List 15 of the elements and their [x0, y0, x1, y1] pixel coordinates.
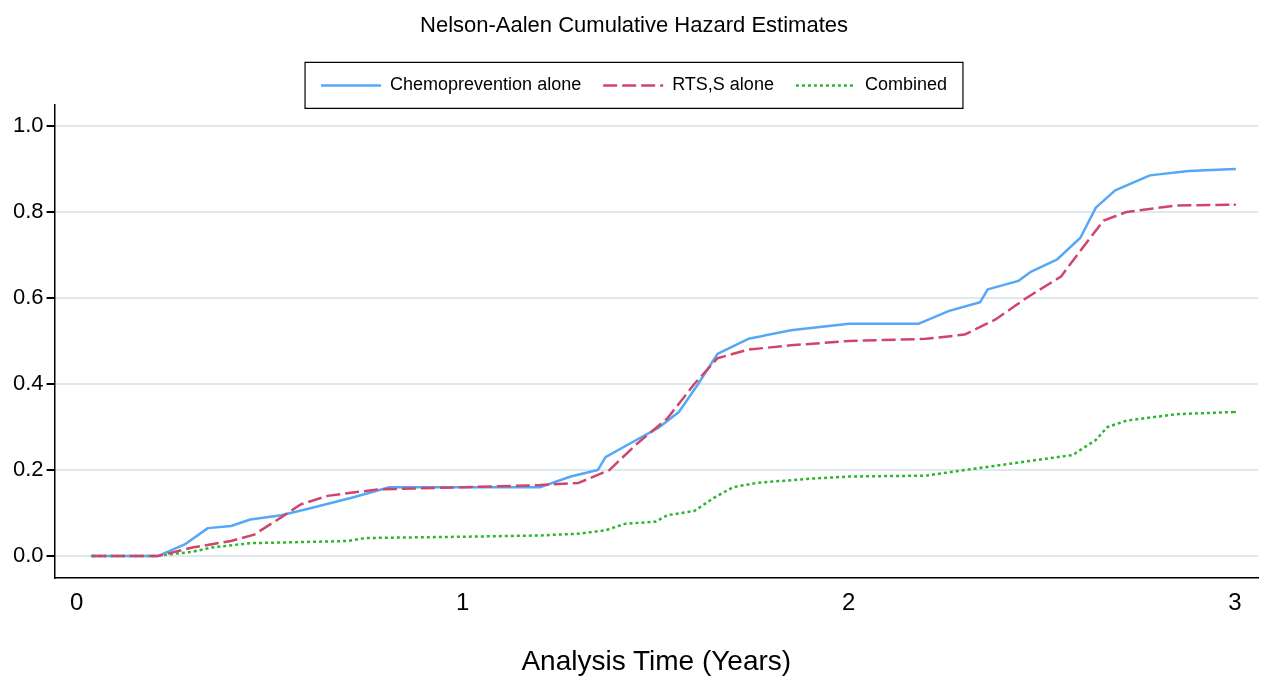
x-tick-label: 1	[455, 587, 470, 615]
y-tick-label: 0.8	[12, 198, 44, 224]
legend-label: RTS,S alone	[672, 74, 774, 95]
y-tick-label: 0.6	[12, 284, 44, 310]
chart-title: Nelson-Aalen Cumulative Hazard Estimates	[420, 12, 848, 38]
legend-label: Combined	[864, 74, 947, 95]
x-tick-label: 0	[69, 587, 84, 615]
x-tick-label: 2	[842, 587, 856, 615]
x-axis-title: Analysis Time (Years)	[521, 644, 792, 676]
x-tick-label: 3	[1228, 587, 1242, 615]
y-tick-label: 1.0	[12, 111, 44, 137]
y-tick-label: 0.2	[12, 456, 44, 482]
y-tick-label: 0.4	[12, 370, 44, 396]
y-tick-label: 0.0	[12, 542, 44, 568]
legend-label: Chemoprevention alone	[390, 74, 582, 95]
